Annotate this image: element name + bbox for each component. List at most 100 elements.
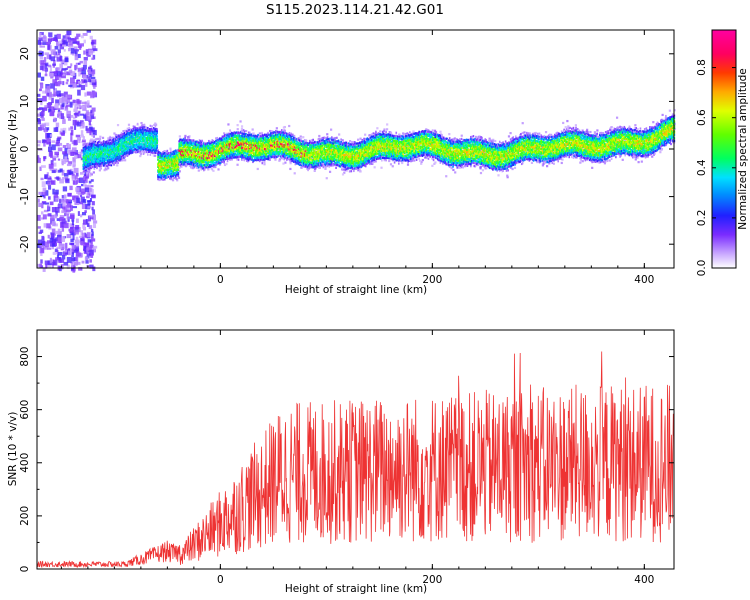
spectrogram-cell <box>173 172 175 175</box>
spectrogram-cell <box>331 164 334 167</box>
spectrogram-cell <box>167 151 169 155</box>
spectrogram-cell <box>56 246 61 250</box>
spectrogram-cell <box>61 199 66 202</box>
spectrogram-cell <box>114 155 117 159</box>
spectrogram-cell <box>182 148 185 152</box>
spectrogram-cell <box>51 162 57 167</box>
spectrogram-cell <box>141 145 144 148</box>
spectrogram-cell <box>87 162 90 165</box>
spectrogram-cell <box>74 103 77 109</box>
spectrogram-cell <box>388 159 391 163</box>
spectrogram-cell <box>111 156 114 159</box>
spectrogram-cell <box>299 135 302 138</box>
spectrogram-cell <box>55 103 59 108</box>
spectrogram-cell <box>40 259 43 264</box>
spectrogram-cell <box>85 145 87 148</box>
spectrogram-cell <box>158 156 161 160</box>
spectrogram-cell <box>92 48 98 52</box>
spectrogram-cell <box>96 155 98 158</box>
spectrogram-cell <box>79 113 85 116</box>
spectrogram-cell <box>124 145 127 148</box>
spectrogram-cell <box>190 166 192 169</box>
spectrogram-cell <box>165 168 168 171</box>
spectrogram-cell <box>120 147 123 150</box>
spectrogram-cell <box>169 164 172 167</box>
spectrogram-cell <box>93 161 96 164</box>
spectrogram-cell <box>179 144 181 147</box>
spectrogram-cell <box>184 153 186 156</box>
spectrogram-cell <box>57 147 63 152</box>
spectrogram-cell <box>559 157 562 160</box>
spectrogram-cell <box>88 159 91 162</box>
spectrogram-cell <box>107 149 109 152</box>
spectrogram-cell <box>161 169 164 172</box>
spectrogram-cell <box>142 143 145 146</box>
spectrogram-cell <box>167 160 169 164</box>
spectrogram-cell <box>147 129 150 133</box>
spectrogram-cell <box>44 174 48 179</box>
spectrogram-cell <box>159 158 162 161</box>
spectrogram-cell <box>99 163 102 166</box>
spectrogram-cell <box>42 107 48 111</box>
spectrogram-cell <box>132 138 135 141</box>
spectrogram-cell <box>155 141 158 144</box>
spectrogram-cell <box>59 217 64 222</box>
spectrogram-cell <box>236 145 239 148</box>
spectrogram-cell <box>111 158 114 161</box>
spectrogram-cell <box>132 128 135 131</box>
spectrogram-cell <box>101 141 103 145</box>
spectrogram-cell <box>176 174 179 177</box>
spectrogram-cell <box>275 127 278 130</box>
spectrogram-cell <box>56 71 62 77</box>
spectrogram-cell <box>184 140 186 143</box>
spectrogram-cell <box>123 156 125 159</box>
spectrogram-cell <box>159 154 162 157</box>
spectrogram-cell <box>144 149 147 152</box>
spectrogram-cell <box>306 167 309 170</box>
spectrogram-cell <box>182 155 185 158</box>
spectrogram-cell <box>88 187 92 192</box>
spectrogram-cell <box>107 159 109 162</box>
spectrogram-cell <box>77 41 80 46</box>
spectrogram-cell <box>62 144 67 148</box>
spectrogram-cell <box>89 164 91 167</box>
spectrogram-cell <box>230 158 233 161</box>
spectrogram-cell <box>138 150 141 153</box>
spectrogram-cell <box>531 132 535 136</box>
spectrogram-cell <box>91 247 96 253</box>
spectrogram-cell <box>96 164 99 168</box>
spectrogram-cell <box>54 45 59 50</box>
spectrogram-cell <box>120 152 123 156</box>
spectrogram-cell <box>383 128 386 131</box>
spectrogram-cell <box>263 160 266 164</box>
spectrogram-cell <box>91 231 94 236</box>
spectrogram-cell <box>173 169 175 172</box>
spectrogram-cell <box>96 141 98 144</box>
spectrogram-cell <box>146 139 148 142</box>
spectrogram-cell <box>136 136 139 139</box>
spectrogram-cell <box>560 161 563 165</box>
spectrogram-cell <box>180 158 182 161</box>
spectrogram-cell <box>145 148 147 151</box>
spectrogram-cell <box>137 133 140 136</box>
spectrogram-cell <box>182 158 185 161</box>
spectrogram-cell <box>583 131 586 134</box>
spectrogram-cell <box>158 175 161 179</box>
spectrogram-cell <box>72 99 77 103</box>
spectrogram-cell <box>75 187 80 192</box>
spectrogram-cell <box>150 151 153 154</box>
spectrogram-cell <box>138 130 141 134</box>
spectrogram-cell <box>141 136 144 140</box>
spectrogram-cell <box>181 161 184 164</box>
spectrogram-cell <box>86 143 89 147</box>
spectrogram-cell <box>82 199 87 204</box>
spectrogram-cell <box>72 161 76 167</box>
spectrogram-cell <box>44 73 48 77</box>
spectrogram-cell <box>121 142 124 145</box>
spectrogram-cell <box>115 143 118 146</box>
spectrogram-cell <box>151 136 153 139</box>
spectrogram-cell <box>95 156 97 159</box>
spectrogram-cell <box>178 162 181 165</box>
spectrogram-cell <box>55 198 58 202</box>
spectrogram-cell <box>185 146 187 149</box>
